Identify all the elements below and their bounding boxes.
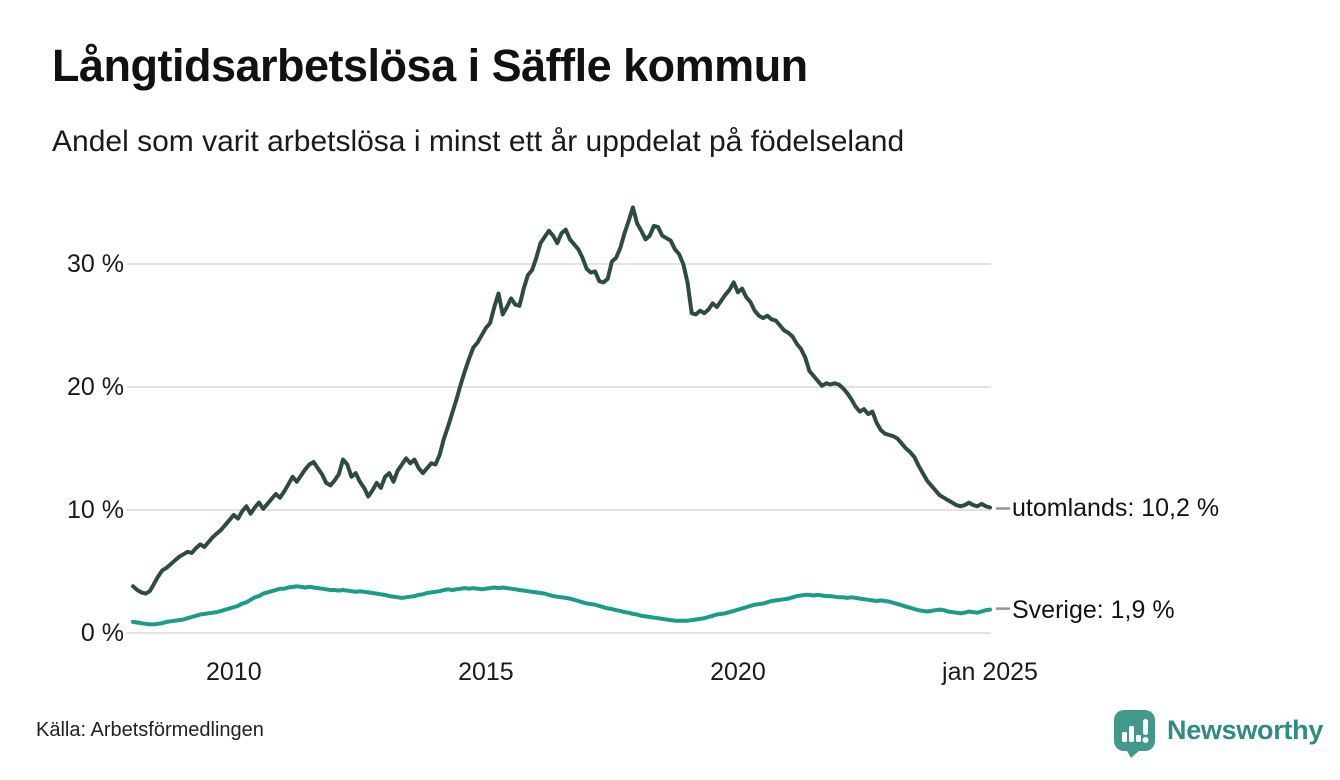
y-axis-label: 30 % — [67, 250, 124, 278]
page-title: Långtidsarbetslösa i Säffle kommun — [52, 40, 808, 91]
series-line-Sverige — [131, 584, 992, 627]
x-axis-label: 2015 — [458, 658, 514, 686]
y-axis-label: 20 % — [67, 373, 124, 401]
x-axis-label: jan 2025 — [942, 658, 1038, 686]
y-axis-label: 0 % — [80, 619, 124, 647]
series-end-label-sverige: Sverige: 1,9 % — [1012, 595, 1175, 624]
source-note: Källa: Arbetsförmedlingen — [36, 719, 264, 741]
y-axis-label: 10 % — [67, 496, 124, 524]
newsworthy-logo: Newsworthy — [1113, 708, 1323, 758]
series-line-utomlands — [131, 205, 992, 596]
series-end-label-utomlands: utomlands: 10,2 % — [1012, 493, 1220, 522]
page-subtitle: Andel som varit arbetslösa i minst ett å… — [52, 125, 905, 158]
x-axis-label: 2010 — [206, 658, 262, 686]
x-axis-label: 2020 — [710, 658, 766, 686]
brand-wordmark: Newsworthy — [1167, 715, 1324, 745]
newsworthy-bubble-chart-icon — [1114, 710, 1155, 758]
